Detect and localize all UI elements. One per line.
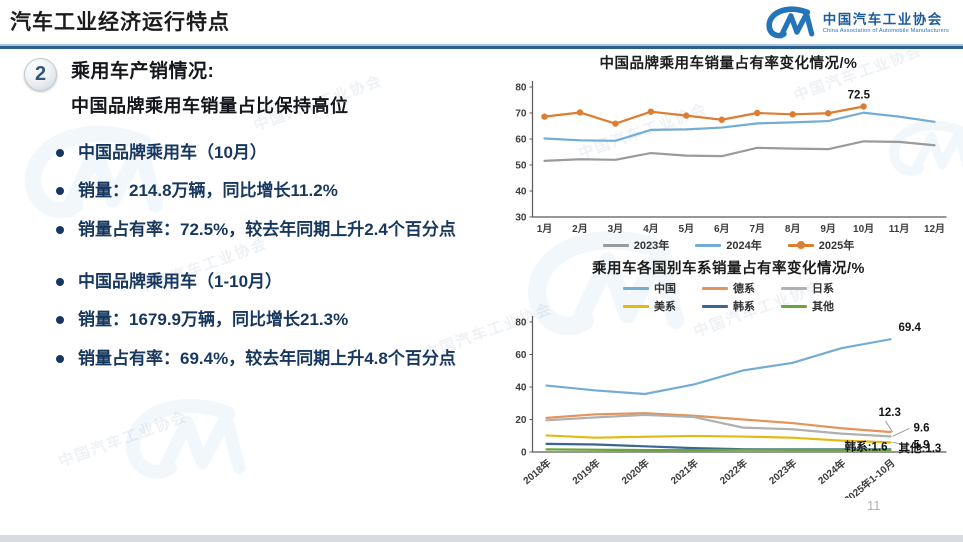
svg-text:2024年: 2024年	[815, 456, 848, 487]
list-item: 销量：1679.9万辆，同比增长21.3%	[56, 307, 476, 333]
section-number-badge: 2	[24, 58, 57, 91]
page-number: 11	[867, 498, 881, 513]
svg-text:0: 0	[521, 448, 527, 459]
list-item: 销量占有率：72.5%，较去年同期上升2.4个百分点	[56, 217, 476, 243]
country-series-chart: 乘用车各国别车系销量占有率变化情况/% 中国 德系 日系美系 韩系 其他 0 20 40 60…	[497, 257, 960, 498]
svg-text:11月: 11月	[889, 223, 910, 235]
chart-title: 中国品牌乘用车销量占有率变化情况/%	[599, 56, 858, 72]
svg-text:1月: 1月	[537, 223, 553, 235]
svg-text:60: 60	[515, 135, 527, 146]
cam-logo: 中国汽车工业协会 China Association of Automobile…	[764, 6, 949, 41]
svg-text:2018年: 2018年	[520, 456, 553, 487]
list-item: 中国品牌乘用车（10月）	[56, 140, 476, 166]
svg-text:69.4: 69.4	[899, 322, 922, 334]
header-divider	[0, 44, 963, 49]
bullet-group-jan-oct: 中国品牌乘用车（1-10月） 销量：1679.9万辆，同比增长21.3% 销量占有率…	[24, 269, 476, 372]
logo-name-en: China Association of Automobile Manufact…	[822, 28, 949, 35]
legend-item: 日系	[781, 280, 834, 296]
svg-text:8月: 8月	[785, 223, 801, 235]
svg-text:2022年: 2022年	[717, 456, 750, 487]
svg-text:50: 50	[515, 161, 527, 172]
legend-item: 美系	[623, 298, 676, 314]
legend-item: 2023年	[602, 237, 669, 253]
brand-share-line-chart: 30 40 50 60 70 80 1月 2月 3月 4月 5月 6月 7月 8月 9月 10月 11月 12月 7…	[515, 81, 947, 235]
charts-panel: 中国品牌乘用车销量占有率变化情况/% 30 40 50 60 70 80 1月 2月 3月 4月 5…	[497, 52, 960, 502]
svg-text:韩系:1.6: 韩系:1.6	[845, 439, 888, 453]
svg-text:80: 80	[515, 83, 527, 94]
country-series-line-chart: 0 20 40 60 80 2018年 2019年 2020年 2021年 2022年 2023年 2…	[515, 316, 947, 498]
svg-text:2021年: 2021年	[668, 456, 701, 487]
svg-text:20: 20	[515, 415, 527, 426]
watermark-text: 中国汽车工业协会	[56, 408, 191, 471]
svg-text:40: 40	[515, 187, 527, 198]
chart-legend: 2023年 2024年 2025年	[497, 237, 960, 253]
svg-text:2019年: 2019年	[570, 456, 603, 487]
svg-text:12月: 12月	[924, 223, 945, 235]
svg-text:80: 80	[515, 318, 527, 329]
svg-text:12.3: 12.3	[879, 407, 901, 419]
list-item: 销量：214.8万辆，同比增长11.2%	[56, 178, 476, 204]
svg-text:2023年: 2023年	[766, 456, 799, 487]
legend-item: 2024年	[695, 237, 762, 253]
svg-text:6月: 6月	[714, 223, 730, 235]
summary-panel: 2 乘用车产销情况: 中国品牌乘用车销量占比保持高位 中国品牌乘用车（10月） 销…	[24, 56, 476, 384]
bottom-band	[0, 535, 963, 542]
svg-text:30: 30	[515, 213, 527, 224]
legend-item: 其他	[781, 298, 834, 314]
svg-text:40: 40	[515, 383, 527, 394]
list-item: 销量占有率：69.4%，较去年同期上升4.8个百分点	[56, 346, 476, 372]
svg-text:10月: 10月	[853, 223, 874, 235]
cam-logo-icon	[764, 6, 816, 41]
watermark-logo-icon	[120, 398, 250, 485]
page-title: 汽车工业经济运行特点	[10, 11, 230, 34]
section-subheading: 中国品牌乘用车销量占比保持高位	[71, 96, 349, 116]
svg-text:5.9: 5.9	[914, 439, 930, 451]
chart-title: 乘用车各国别车系销量占有率变化情况/%	[592, 261, 865, 277]
svg-text:5月: 5月	[679, 223, 695, 235]
svg-text:60: 60	[515, 350, 527, 361]
svg-text:72.5: 72.5	[848, 90, 871, 102]
legend-item: 中国	[623, 280, 676, 296]
bullet-group-october: 中国品牌乘用车（10月） 销量：214.8万辆，同比增长11.2% 销量占有率：72…	[24, 140, 476, 243]
svg-text:2025年1-10月: 2025年1-10月	[841, 456, 897, 498]
section-heading: 乘用车产销情况:	[71, 61, 215, 82]
legend-item: 德系	[702, 280, 755, 296]
svg-text:7月: 7月	[749, 223, 765, 235]
legend-item: 韩系	[702, 298, 755, 314]
legend-item: 2025年	[787, 237, 854, 253]
svg-text:70: 70	[515, 109, 527, 120]
svg-text:其他:1.3: 其他:1.3	[899, 441, 942, 455]
svg-text:9.6: 9.6	[914, 422, 930, 434]
svg-text:9月: 9月	[820, 223, 836, 235]
logo-name-cn: 中国汽车工业协会	[822, 11, 943, 27]
chart-legend: 中国 德系 日系美系 韩系 其他	[497, 280, 960, 314]
svg-text:4月: 4月	[643, 223, 659, 235]
svg-text:2月: 2月	[572, 223, 588, 235]
svg-text:2020年: 2020年	[619, 456, 652, 487]
svg-text:3月: 3月	[608, 223, 624, 235]
brand-share-chart: 中国品牌乘用车销量占有率变化情况/% 30 40 50 60 70 80 1月 2月 3月 4月 5…	[497, 52, 960, 253]
list-item: 中国品牌乘用车（1-10月）	[56, 269, 476, 295]
